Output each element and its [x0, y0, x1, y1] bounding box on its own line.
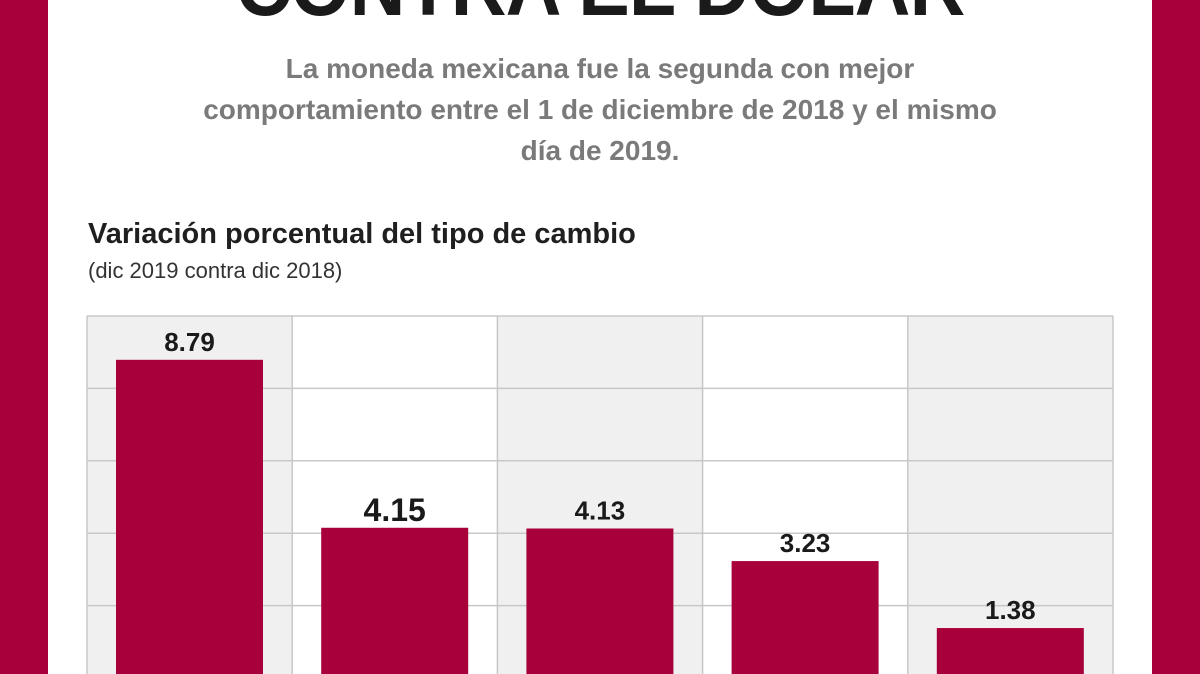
bar-value-label: 1.38	[985, 595, 1036, 625]
bar	[731, 561, 879, 674]
bar-value-label: 8.79	[164, 327, 215, 357]
bar	[321, 527, 469, 674]
subtitle-line: comportamiento entre el 1 de diciembre d…	[203, 94, 997, 125]
bar	[526, 528, 674, 674]
bar-value-label: 4.15	[364, 492, 426, 528]
bar-value-label: 3.23	[780, 528, 831, 558]
chart-subtitle: (dic 2019 contra dic 2018)	[88, 258, 343, 283]
bar-value-label: 4.13	[575, 495, 626, 525]
grid-column	[907, 316, 1113, 674]
bar	[936, 628, 1084, 674]
subtitle-line: La moneda mexicana fue la segunda con me…	[285, 53, 915, 84]
bar-chart: 8.79 4.15 4.13 3.23 1.38	[86, 315, 1114, 674]
infographic-panel: CONTRA EL DÓLAR La moneda mexicana fue l…	[48, 0, 1152, 674]
headline-subtitle: La moneda mexicana fue la segunda con me…	[48, 48, 1152, 171]
headline: CONTRA EL DÓLAR	[92, 0, 1108, 35]
chart-title: Variación porcentual del tipo de cambio	[88, 218, 636, 250]
subtitle-line: día de 2019.	[520, 135, 680, 166]
bar	[116, 359, 263, 674]
